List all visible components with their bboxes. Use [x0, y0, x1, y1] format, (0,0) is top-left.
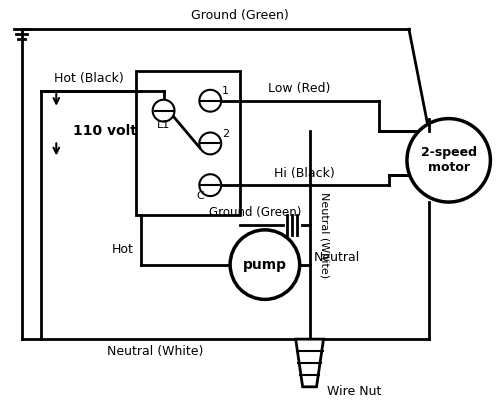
Text: Hot (Black): Hot (Black)	[54, 72, 124, 85]
Bar	[136, 71, 240, 215]
Text: Neutral (White): Neutral (White)	[108, 344, 204, 357]
Text: 2: 2	[222, 129, 230, 139]
Text: Neutral: Neutral	[314, 251, 360, 264]
Text: 110 volt: 110 volt	[73, 124, 137, 137]
Text: pump: pump	[243, 258, 287, 272]
Text: 2-speed
motor: 2-speed motor	[420, 146, 476, 174]
Text: Ground (Green): Ground (Green)	[191, 9, 289, 22]
Text: C: C	[196, 191, 204, 201]
Circle shape	[200, 132, 221, 154]
Circle shape	[200, 90, 221, 111]
Circle shape	[230, 230, 300, 300]
Text: Ground (Green): Ground (Green)	[209, 207, 301, 220]
Text: Neutral (White): Neutral (White)	[320, 192, 330, 278]
Text: Hot: Hot	[112, 243, 134, 256]
Polygon shape	[296, 339, 324, 387]
Circle shape	[152, 100, 174, 122]
Text: Low (Red): Low (Red)	[268, 82, 331, 95]
Circle shape	[200, 174, 221, 196]
Circle shape	[407, 119, 490, 202]
Text: L1: L1	[157, 119, 170, 129]
Text: 1: 1	[222, 86, 229, 96]
Text: Hi (Black): Hi (Black)	[274, 167, 335, 180]
Text: Wire Nut: Wire Nut	[328, 385, 382, 398]
